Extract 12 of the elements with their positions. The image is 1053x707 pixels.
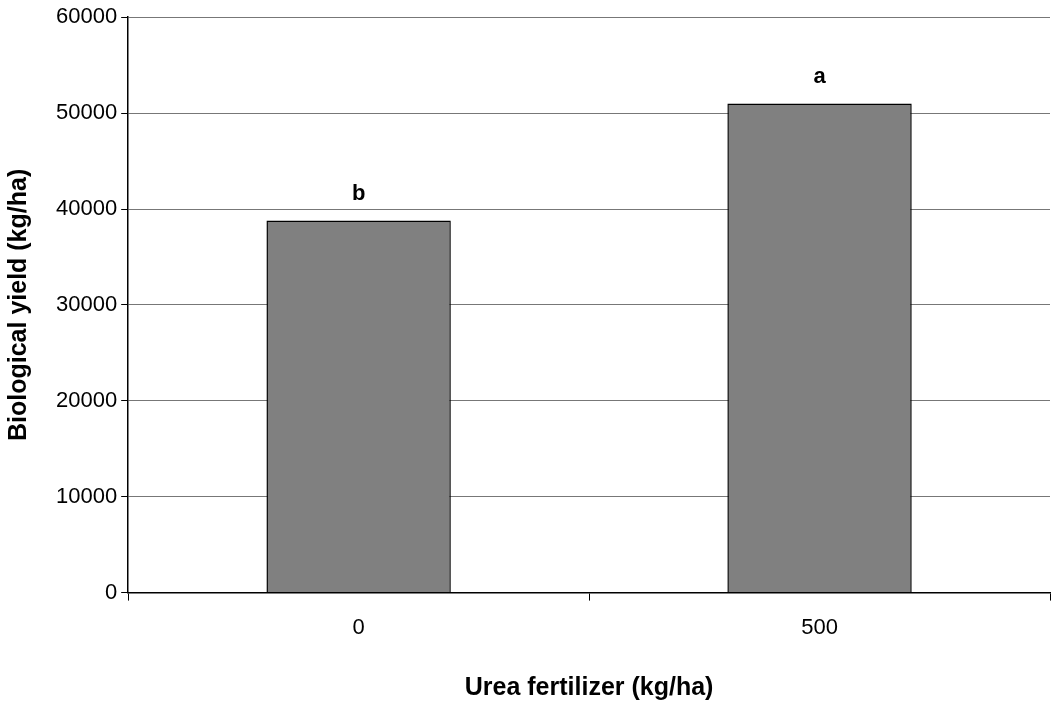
x-axis-title: Urea fertilizer (kg/ha) [464,671,714,700]
y-axis-title: Biological yield (kg/ha) [2,168,31,442]
y-tick-label: 40000 [55,195,118,221]
y-tick-label: 20000 [55,386,118,412]
y-tick-label: 10000 [55,482,118,508]
x-tick-label: 500 [801,613,838,639]
y-tick-label: 0 [104,578,118,604]
y-tick-label: 30000 [55,290,118,316]
annotation: a [813,62,827,88]
y-tick-label: 60000 [55,3,118,29]
y-tick-label: 50000 [55,99,118,125]
annotation: b [351,179,366,205]
